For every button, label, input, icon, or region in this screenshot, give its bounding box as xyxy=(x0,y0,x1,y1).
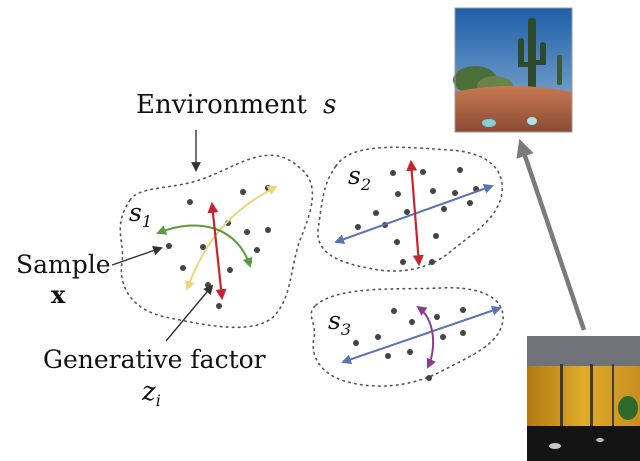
red-factor-arrow-s1 xyxy=(207,201,227,301)
sample-label-group: Sample x xyxy=(16,250,111,309)
environment-label: Environment xyxy=(136,90,307,120)
cluster-label-s2: s2 xyxy=(348,161,371,194)
environment-outline-s2 xyxy=(317,146,503,272)
sample-points-s3 xyxy=(353,307,466,381)
generative-factor-variable: zi xyxy=(141,377,161,410)
environment-transition-arrow xyxy=(516,138,587,331)
environment-title: Environment s xyxy=(136,90,336,120)
cluster-label-s1: s1 xyxy=(129,198,152,231)
generative-factor-label-group: Generative factor zi xyxy=(43,345,266,410)
sample-variable: x xyxy=(51,280,66,309)
environment-variable: s xyxy=(323,90,336,120)
environment-outline-s1 xyxy=(119,154,314,329)
cluster-label-s3: s3 xyxy=(328,306,351,339)
red-factor-arrow-s2 xyxy=(406,159,424,267)
sample-pointer-arrow xyxy=(111,245,163,266)
sample-label: Sample xyxy=(16,250,111,279)
generative-factor-label: Generative factor xyxy=(43,345,266,374)
desert-scene-thumbnail xyxy=(453,7,573,133)
blue-factor-arrow-s3 xyxy=(341,305,502,365)
factor-pointer-arrow xyxy=(165,284,214,342)
purple-factor-arrow-s3 xyxy=(416,305,436,369)
environment-outline-s3 xyxy=(310,286,504,387)
indoor-scene-thumbnail xyxy=(527,336,640,461)
svg-text:Environment s: Environment s xyxy=(136,90,336,120)
sample-points-s1 xyxy=(166,185,271,309)
